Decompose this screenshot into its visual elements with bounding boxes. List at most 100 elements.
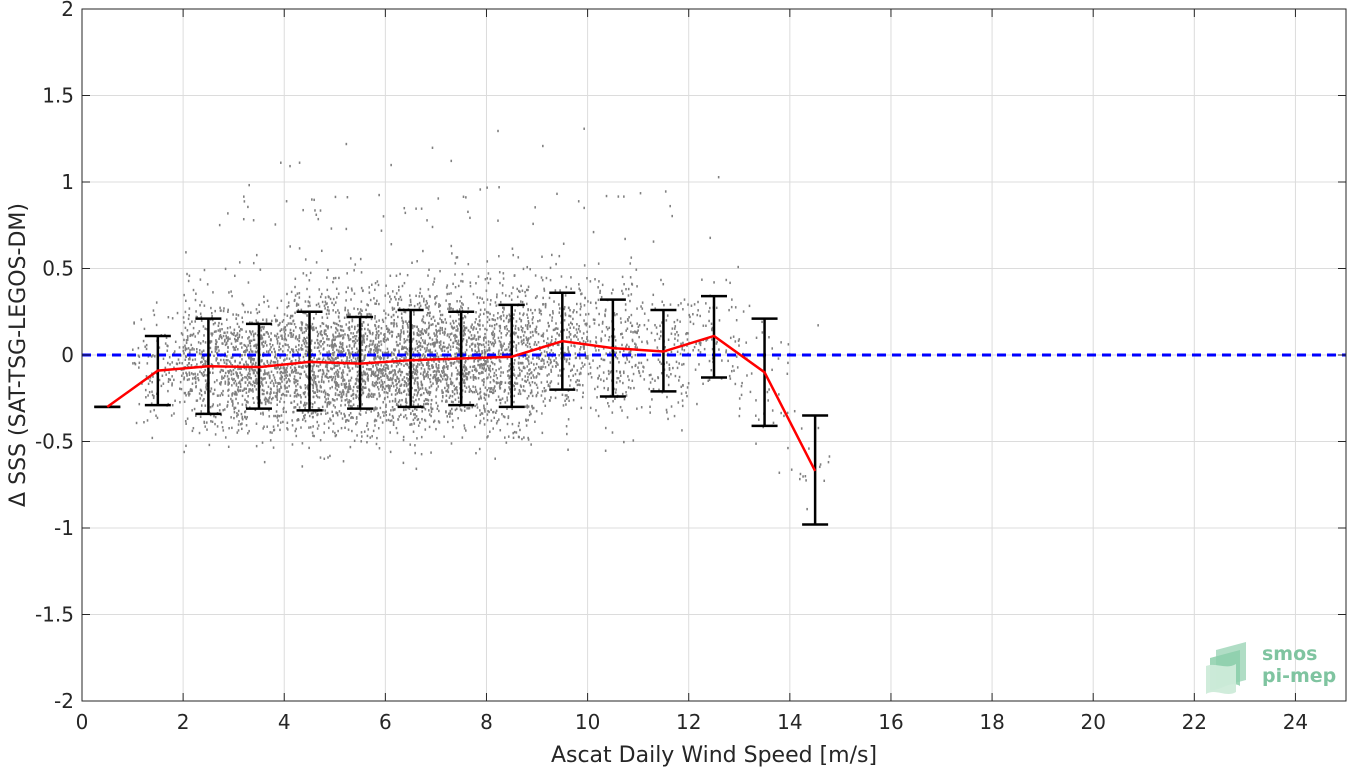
scatter-point [448,335,451,339]
scatter-point [398,387,401,391]
scatter-point [376,346,378,349]
scatter-point [450,400,453,403]
scatter-point [378,348,380,351]
scatter-point [201,360,203,364]
scatter-point [152,375,154,378]
scatter-point [678,375,681,379]
scatter-point [610,292,613,295]
scatter-point [502,415,505,418]
scatter-point [518,389,521,392]
scatter-point [377,351,379,354]
scatter-point [328,296,330,299]
scatter-point [408,407,411,410]
scatter-point [343,365,346,368]
scatter-point [489,381,492,384]
scatter-point [194,358,197,361]
scatter-point [400,413,402,416]
scatter-point [204,368,206,372]
scatter-point [294,378,297,382]
scatter-point [326,403,329,406]
scatter-point [400,355,403,358]
scatter-point [367,350,370,354]
scatter-point [431,407,434,411]
scatter-point [342,375,344,379]
scatter-point [363,372,365,376]
scatter-point [247,281,250,284]
scatter-point [495,304,498,307]
scatter-point [331,339,333,342]
scatter-point [430,343,432,346]
scatter-point [419,348,422,351]
scatter-point [482,337,485,340]
scatter-point [412,331,415,334]
scatter-point [375,383,377,386]
scatter-point [276,306,279,310]
scatter-point [320,339,323,343]
scatter-point [478,397,480,401]
scatter-point [193,407,196,411]
scatter-point [394,373,397,376]
scatter-point [389,419,392,423]
scatter-point [559,374,562,377]
scatter-point [300,366,303,369]
scatter-point [351,415,353,419]
scatter-point [513,362,515,365]
scatter-point [584,356,587,360]
scatter-point [292,370,295,374]
scatter-point [200,319,203,322]
scatter-point [280,386,283,389]
scatter-point [471,348,473,351]
scatter-point [303,331,306,334]
scatter-point [476,392,479,396]
scatter-point [376,397,378,401]
scatter-point [488,348,490,352]
scatter-point [319,363,322,366]
scatter-point [304,413,306,417]
scatter-point [348,404,350,407]
scatter-point [330,418,332,422]
scatter-point [437,385,440,388]
scatter-point [459,392,461,395]
scatter-point [604,449,607,452]
scatter-point [433,280,435,283]
scatter-point [353,339,355,343]
scatter-point [470,343,473,346]
scatter-point [483,380,485,384]
scatter-point [187,392,190,395]
scatter-point [402,320,405,324]
scatter-point [651,377,654,381]
scatter-point [306,342,308,345]
scatter-point [199,304,201,307]
scatter-point [250,333,253,336]
scatter-point [526,378,529,382]
scatter-point [472,337,474,340]
scatter-point [326,363,329,366]
scatter-point [387,384,390,387]
scatter-point [408,304,411,307]
scatter-point [373,349,375,352]
scatter-point [276,393,278,397]
scatter-point [469,281,472,284]
scatter-point [370,317,373,321]
scatter-point [355,393,357,397]
scatter-point [598,280,600,283]
scatter-point [490,408,492,412]
scatter-point [399,338,402,341]
scatter-point [265,397,268,401]
scatter-point [446,374,448,377]
scatter-point [294,326,297,329]
scatter-point [668,368,671,371]
scatter-point [336,388,339,392]
scatter-point [416,418,419,422]
scatter-point [356,385,358,389]
scatter-point [648,387,650,391]
scatter-point [203,371,205,374]
scatter-point [360,393,363,397]
scatter-point [345,227,348,231]
scatter-point [196,363,198,366]
scatter-point [174,399,176,402]
scatter-point [226,404,229,407]
scatter-point [681,399,684,402]
scatter-point [452,282,454,286]
scatter-point [261,341,263,345]
